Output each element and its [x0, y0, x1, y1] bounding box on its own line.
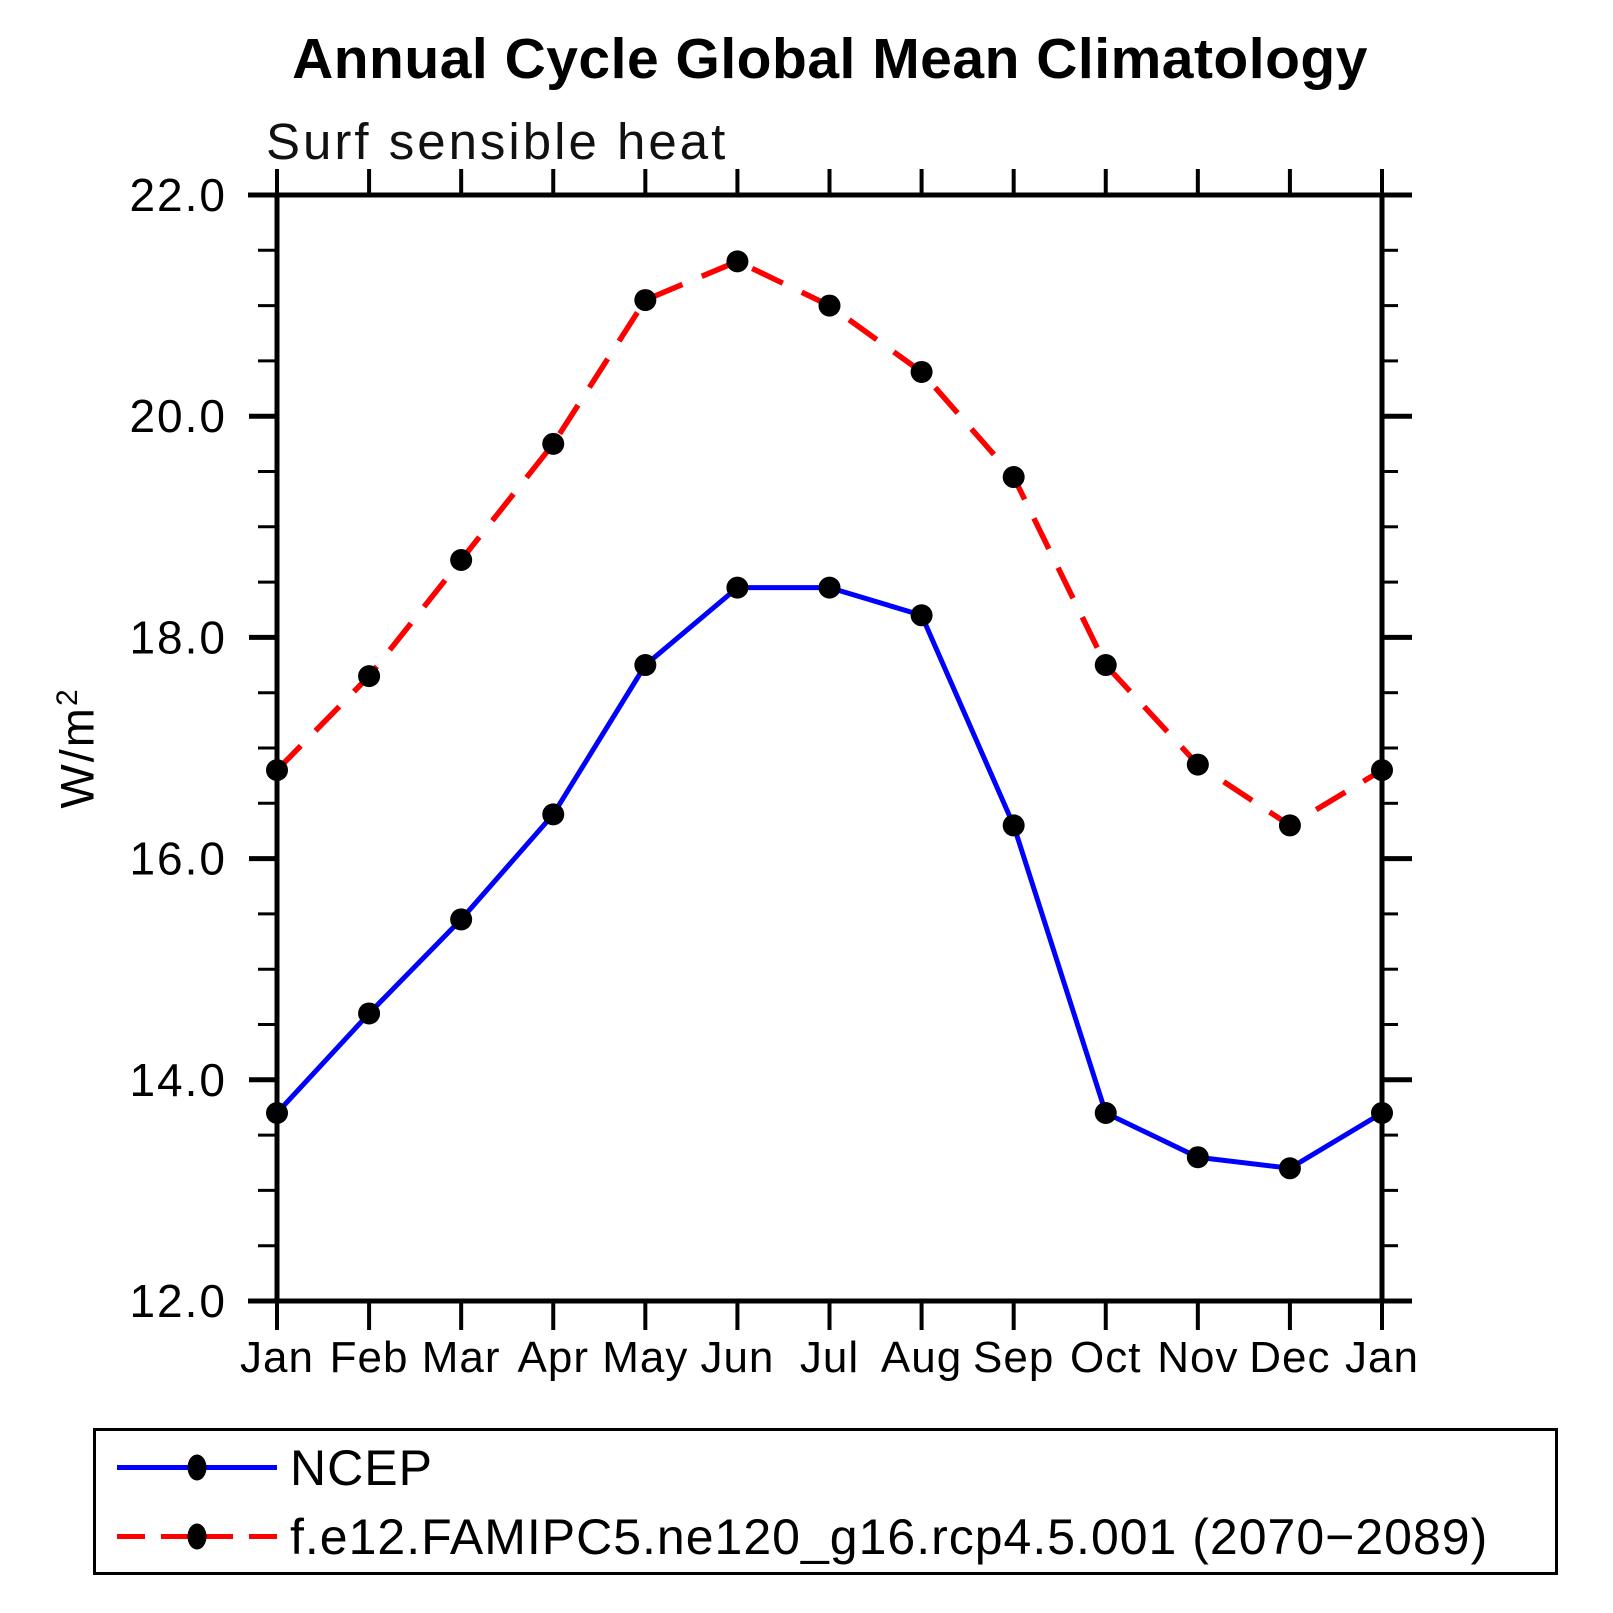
data-point-ncep-feb: [358, 1002, 381, 1025]
x-axis-tick-label: Feb: [330, 1333, 409, 1382]
x-axis-tick-label: Mar: [422, 1333, 501, 1382]
legend-label-ncep: NCEP: [290, 1439, 433, 1496]
data-point-ncep-jan: [1371, 1101, 1393, 1124]
chart-title: Annual Cycle Global Mean Climatology: [292, 27, 1368, 91]
legend-marker-dot: [187, 1454, 207, 1481]
data-point-ncep-nov: [1186, 1146, 1209, 1169]
chart-subtitle: Surf sensible heat: [266, 113, 729, 170]
data-point-model-feb: [358, 665, 381, 688]
data-point-model-nov: [1186, 753, 1209, 776]
data-point-ncep-sep: [1002, 814, 1025, 837]
x-axis-tick-label: Jan: [1345, 1333, 1419, 1382]
x-axis-tick-label: Jan: [240, 1333, 314, 1382]
y-axis-tick-label: 14.0: [129, 1054, 227, 1106]
legend-label-model: f.e12.FAMIPC5.ne120_g16.rcp4.5.001 (2070…: [290, 1508, 1489, 1565]
data-point-model-dec: [1278, 814, 1301, 837]
data-point-ncep-mar: [450, 908, 473, 931]
x-axis-tick-label: Nov: [1157, 1333, 1238, 1382]
data-point-model-aug: [910, 360, 933, 383]
series-line-ncep: [275, 585, 1384, 1171]
legend-item-ncep: NCEP: [105, 1439, 433, 1496]
data-point-model-mar: [450, 548, 473, 571]
data-point-model-may: [634, 289, 657, 312]
data-point-model-jul: [818, 294, 841, 317]
data-point-model-oct: [1094, 654, 1117, 677]
data-point-ncep-jul: [818, 576, 841, 599]
data-point-model-sep: [1002, 466, 1025, 489]
legend: NCEP f.e12.FAMIPC5.ne120_g16.rcp4.5.001 …: [93, 1428, 1558, 1575]
x-axis-tick-label: Jun: [700, 1333, 774, 1382]
x-axis-tick-label: Aug: [881, 1333, 962, 1382]
data-point-ncep-may: [634, 654, 657, 677]
legend-line-sample-dashed: [117, 1523, 277, 1550]
x-axis-tick-label: May: [602, 1333, 688, 1382]
x-axis-tick-label: Dec: [1249, 1333, 1330, 1382]
data-point-ncep-apr: [542, 803, 565, 826]
x-axis-tick-label: Sep: [973, 1333, 1054, 1382]
data-point-model-jan: [266, 759, 288, 782]
legend-item-model: f.e12.FAMIPC5.ne120_g16.rcp4.5.001 (2070…: [105, 1508, 1488, 1565]
data-point-ncep-aug: [910, 604, 933, 627]
y-axis-tick-label: 20.0: [129, 390, 227, 442]
y-axis-tick-label: 22.0: [129, 169, 227, 221]
y-axis-tick-label: 16.0: [129, 833, 227, 885]
x-axis-tick-label: Apr: [518, 1333, 589, 1382]
data-point-model-jun: [726, 250, 749, 273]
x-axis-tick-label: Oct: [1070, 1333, 1141, 1382]
data-point-ncep-jan: [266, 1101, 288, 1124]
data-point-model-jan: [1371, 759, 1393, 782]
data-point-ncep-jun: [726, 576, 749, 599]
y-axis-tick-label: 18.0: [129, 611, 227, 663]
series-line-model: [275, 258, 1384, 829]
legend-line-sample-solid: [117, 1454, 277, 1481]
y-axis-tick-label: 12.0: [129, 1275, 227, 1327]
legend-marker-dot: [187, 1523, 207, 1550]
data-point-model-apr: [542, 432, 565, 455]
x-axis-tick-label: Jul: [800, 1333, 859, 1382]
data-point-ncep-oct: [1094, 1101, 1117, 1124]
data-point-ncep-dec: [1278, 1157, 1301, 1180]
